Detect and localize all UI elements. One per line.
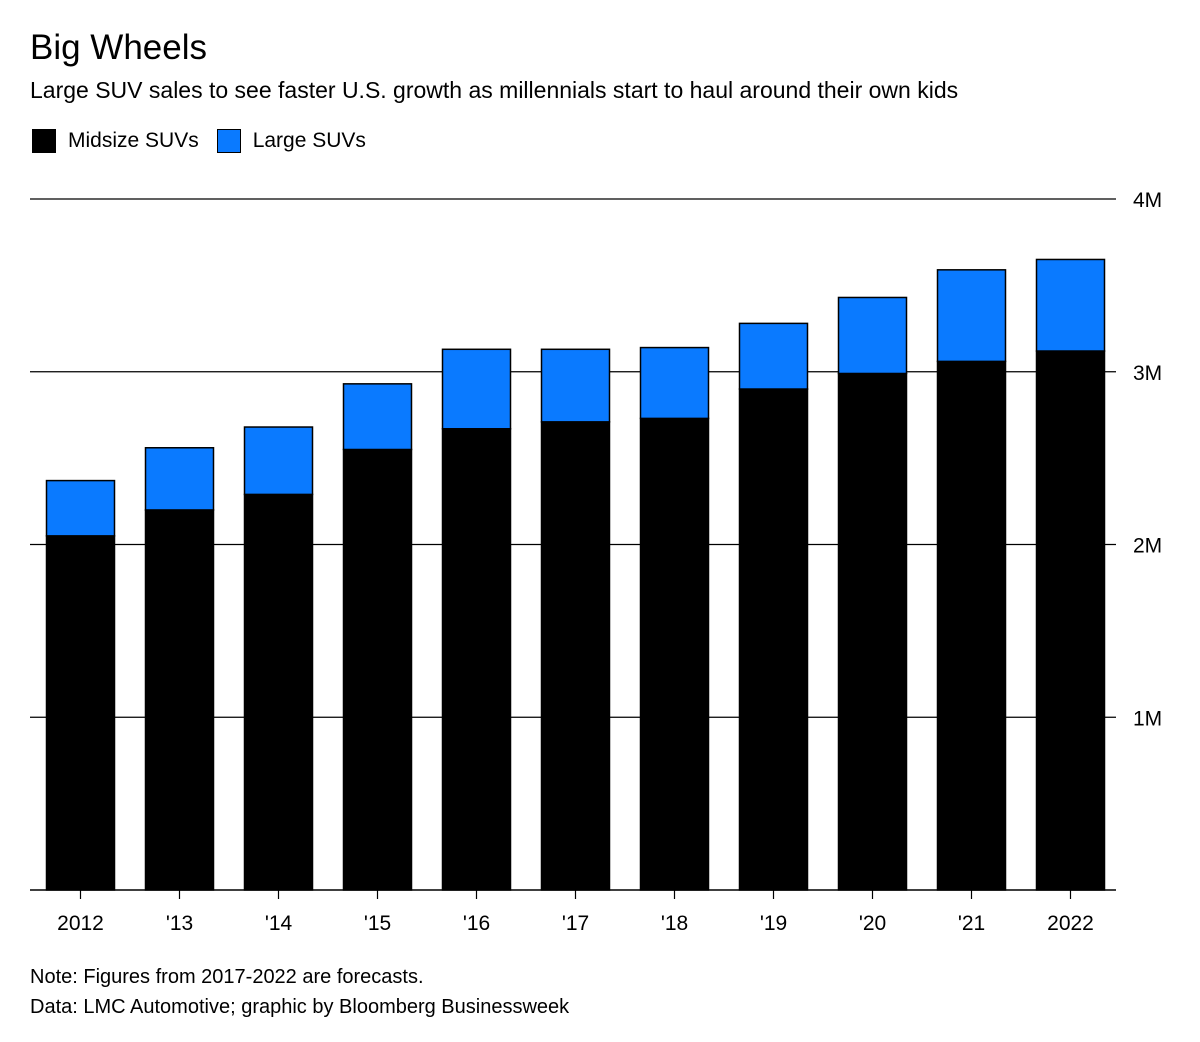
bar-large (639, 346, 710, 420)
y-tick-label: 4M (1133, 189, 1162, 212)
x-tick-label: '14 (265, 912, 293, 935)
legend-swatch-large (216, 129, 241, 153)
bar-large (936, 269, 1007, 363)
stacked-bar-chart: 1M 2M 3M 4M 2012 '13 '14 '15 '16 '17 '18 '19 '20 '21 2… (30, 189, 1162, 935)
bar-midsize (540, 421, 611, 891)
bar-large (45, 479, 116, 537)
legend-swatch-midsize (32, 129, 56, 153)
bar-midsize (936, 360, 1007, 891)
bar-midsize (441, 428, 512, 891)
x-tick-label: '17 (562, 912, 589, 935)
chart-title: Big Wheels (30, 28, 208, 67)
bar-large (144, 447, 215, 511)
bar-large (837, 296, 908, 375)
x-tick-label: 2012 (57, 912, 104, 935)
bar-midsize (639, 417, 710, 891)
legend-label-large: Large SUVs (252, 129, 366, 152)
x-tick-label: '13 (166, 912, 193, 935)
x-tick-label: '19 (760, 912, 787, 935)
x-tick-label: '16 (463, 912, 490, 935)
bar-midsize (45, 535, 116, 891)
bar-midsize (1035, 350, 1106, 891)
bar-large (243, 426, 314, 496)
legend-item-large: Large SUVs (216, 129, 366, 153)
legend-label-midsize: Midsize SUVs (68, 129, 199, 152)
bar-large (441, 348, 512, 430)
legend-item-midsize: Midsize SUVs (32, 129, 199, 153)
x-tick-label: '18 (661, 912, 688, 935)
bar-large (342, 383, 413, 451)
bar-midsize (837, 372, 908, 891)
bar-large (540, 348, 611, 423)
x-tick-label: '21 (958, 912, 985, 935)
x-tick-label: 2022 (1047, 912, 1094, 935)
bar-midsize (342, 448, 413, 891)
y-tick-label: 3M (1133, 362, 1162, 385)
bar-midsize (738, 388, 809, 891)
x-tick-label: '20 (859, 912, 886, 935)
x-tick-label: '15 (364, 912, 391, 935)
y-tick-label: 2M (1133, 535, 1162, 558)
bar-large (738, 322, 809, 390)
bar-large (1035, 258, 1106, 352)
bar-midsize (144, 509, 215, 891)
legend: Midsize SUVs Large SUVs (32, 129, 384, 153)
chart-subtitle: Large SUV sales to see faster U.S. growt… (30, 77, 959, 103)
source-credit: Data: LMC Automotive; graphic by Bloombe… (30, 996, 570, 1018)
y-tick-label: 1M (1133, 707, 1162, 730)
footnote: Note: Figures from 2017-2022 are forecas… (30, 966, 424, 988)
bar-midsize (243, 493, 314, 891)
